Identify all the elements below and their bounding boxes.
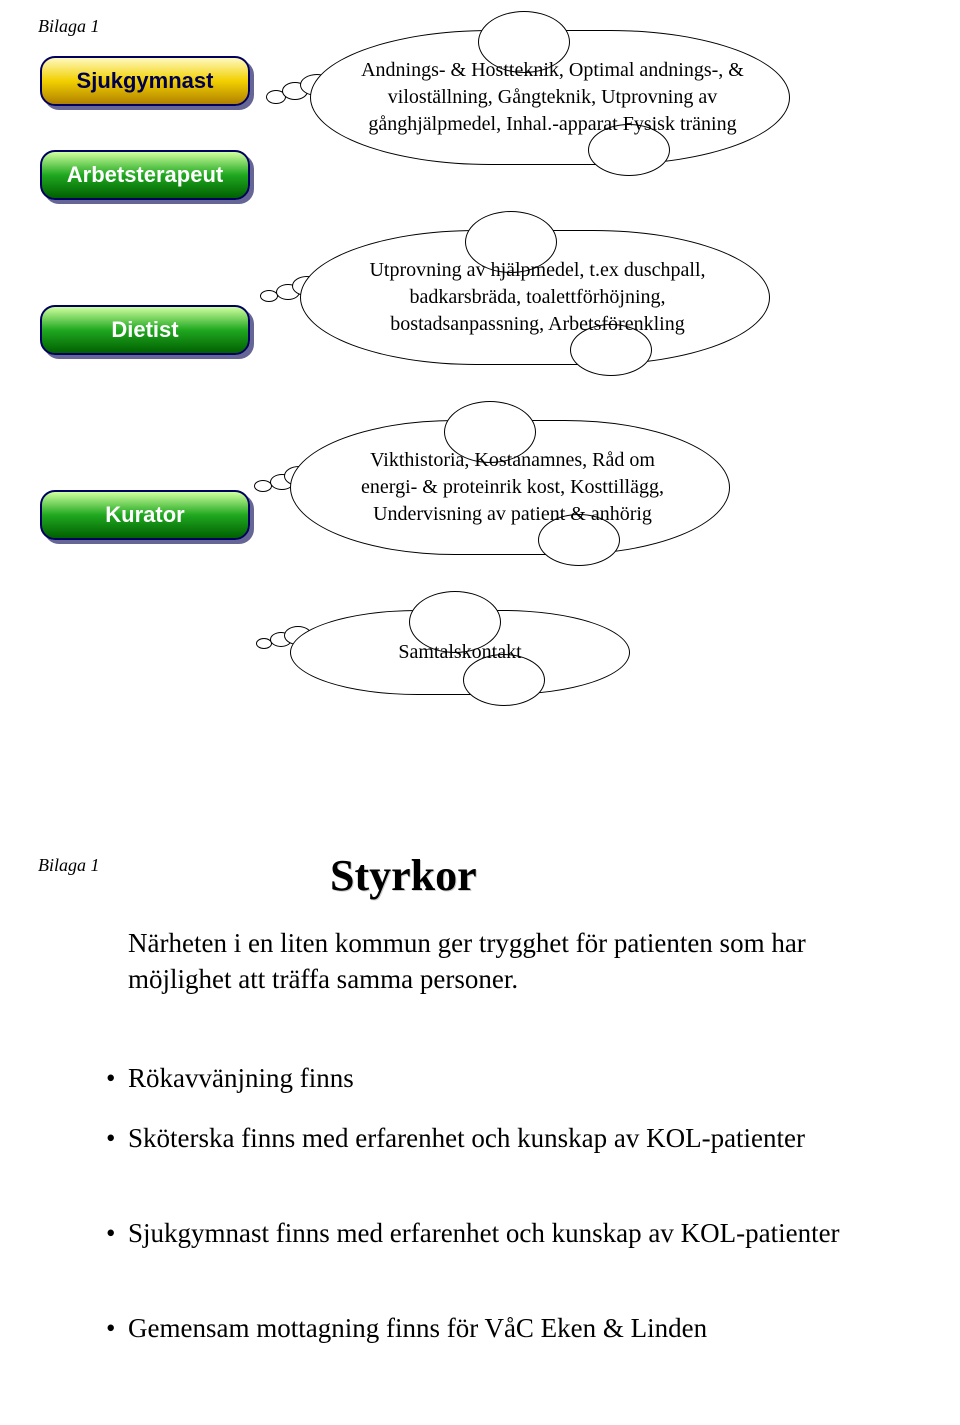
cloud-kurator-text: Samtalskontakt xyxy=(331,639,589,666)
section2-title: Styrkor xyxy=(330,850,477,901)
cloud-arbetsterapeut: Utprovning av hjälpmedel, t.ex duschpall… xyxy=(300,230,770,365)
role-kurator-label: Kurator xyxy=(105,502,184,528)
page-header-1: Bilaga 1 xyxy=(38,16,100,37)
role-dietist-label: Dietist xyxy=(111,317,178,343)
cloud-arbetsterapeut-text: Utprovning av hjälpmedel, t.ex duschpall… xyxy=(351,257,724,338)
bullet-0-text: Rökavvänjning finns xyxy=(128,1063,354,1093)
role-kurator[interactable]: Kurator xyxy=(40,490,250,540)
bullet-dot-icon: • xyxy=(106,1060,115,1096)
cloud-kurator: Samtalskontakt xyxy=(290,610,630,695)
role-arbetsterapeut-label: Arbetsterapeut xyxy=(67,162,223,188)
section2-intro: Närheten i en liten kommun ger trygghet … xyxy=(128,925,828,998)
page-header-2: Bilaga 1 xyxy=(38,855,100,876)
bullet-1-text: Sköterska finns med erfarenhet och kunsk… xyxy=(128,1123,805,1153)
bullet-2: • Sjukgymnast finns med erfarenhet och k… xyxy=(128,1215,858,1251)
bullet-dot-icon: • xyxy=(106,1215,115,1251)
bullet-1: • Sköterska finns med erfarenhet och kun… xyxy=(128,1120,858,1156)
bullet-3: • Gemensam mottagning finns för VåC Eken… xyxy=(128,1310,858,1346)
role-sjukgymnast-label: Sjukgymnast xyxy=(77,68,214,94)
bullet-2-text: Sjukgymnast finns med erfarenhet och kun… xyxy=(128,1218,840,1248)
cloud-dietist: Vikthistoria, Kostanamnes, Råd om energi… xyxy=(290,420,730,555)
role-dietist[interactable]: Dietist xyxy=(40,305,250,355)
cloud-dietist-text: Vikthistoria, Kostanamnes, Råd om energi… xyxy=(341,447,684,528)
page-root: Bilaga 1 Sjukgymnast Arbetsterapeut Diet… xyxy=(0,0,960,1425)
bullet-dot-icon: • xyxy=(106,1310,115,1346)
role-sjukgymnast[interactable]: Sjukgymnast xyxy=(40,56,250,106)
bullet-0: • Rökavvänjning finns xyxy=(128,1060,858,1096)
bullet-3-text: Gemensam mottagning finns för VåC Eken &… xyxy=(128,1313,707,1343)
cloud-sjukgymnast-text: Andnings- & Hostteknik, Optimal andnings… xyxy=(361,57,744,138)
role-arbetsterapeut[interactable]: Arbetsterapeut xyxy=(40,150,250,200)
bullet-dot-icon: • xyxy=(106,1120,115,1156)
cloud-sjukgymnast: Andnings- & Hostteknik, Optimal andnings… xyxy=(310,30,790,165)
